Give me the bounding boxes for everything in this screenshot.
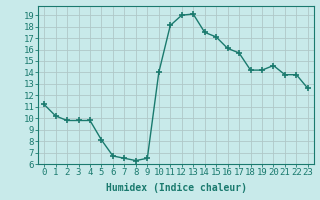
X-axis label: Humidex (Indice chaleur): Humidex (Indice chaleur): [106, 183, 246, 193]
